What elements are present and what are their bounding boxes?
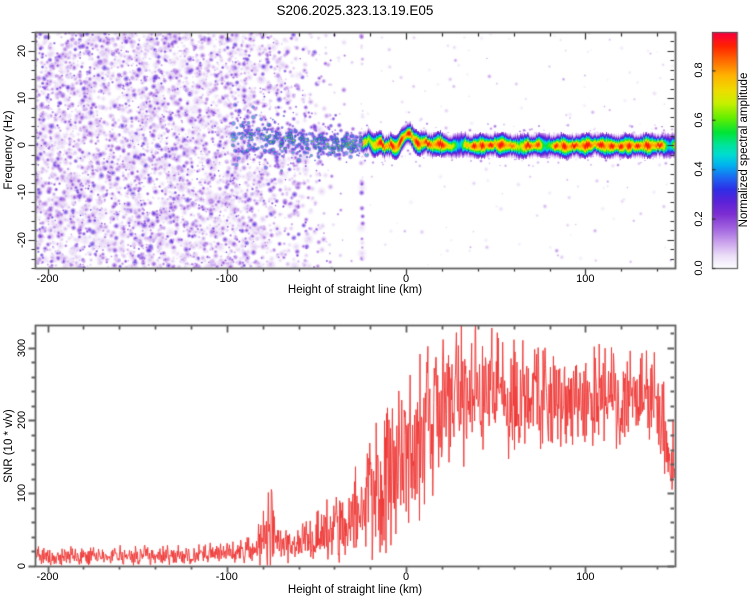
tick-label: 100 bbox=[576, 571, 595, 583]
tick-label: 20 bbox=[16, 44, 28, 57]
tick-label: 100 bbox=[576, 273, 595, 285]
tick-label: -100 bbox=[215, 571, 238, 583]
tick-label: 10 bbox=[16, 91, 28, 105]
tick-label: 200 bbox=[16, 411, 28, 430]
tick-label: -10 bbox=[16, 184, 28, 201]
tick-label: -200 bbox=[36, 273, 59, 285]
tick-label: 0 bbox=[16, 562, 28, 570]
tick-label: 0.0 bbox=[693, 260, 705, 276]
tick-label: 0 bbox=[16, 142, 28, 149]
colorbar-label: Normalized spectral amplitude bbox=[738, 72, 750, 228]
tick-label: -200 bbox=[36, 571, 59, 583]
spectrogram-x-axis-label: Height of straight line (km) bbox=[287, 284, 423, 296]
tick-label: 0.2 bbox=[693, 210, 705, 227]
tick-label: 0.4 bbox=[693, 161, 705, 177]
snr-y-axis-label: SNR (10 * v/v) bbox=[3, 409, 15, 483]
tick-label: -20 bbox=[16, 231, 28, 248]
tick-label: 0 bbox=[403, 273, 410, 285]
tick-label: 0.6 bbox=[693, 112, 705, 128]
snr-canvas bbox=[35, 325, 675, 566]
tick-label: 0 bbox=[403, 571, 410, 583]
plot-title: S206.2025.323.13.19.E05 bbox=[276, 3, 434, 18]
snr-x-axis-label: Height of straight line (km) bbox=[287, 584, 423, 596]
tick-label: 300 bbox=[16, 338, 28, 357]
colorbar-canvas bbox=[712, 32, 737, 268]
tick-label: 100 bbox=[16, 484, 28, 503]
spectrogram-y-axis-label: Frequency (Hz) bbox=[3, 110, 15, 190]
spectrogram-canvas bbox=[35, 32, 675, 268]
tick-label: -100 bbox=[215, 273, 238, 285]
tick-label: 0.8 bbox=[693, 62, 705, 79]
